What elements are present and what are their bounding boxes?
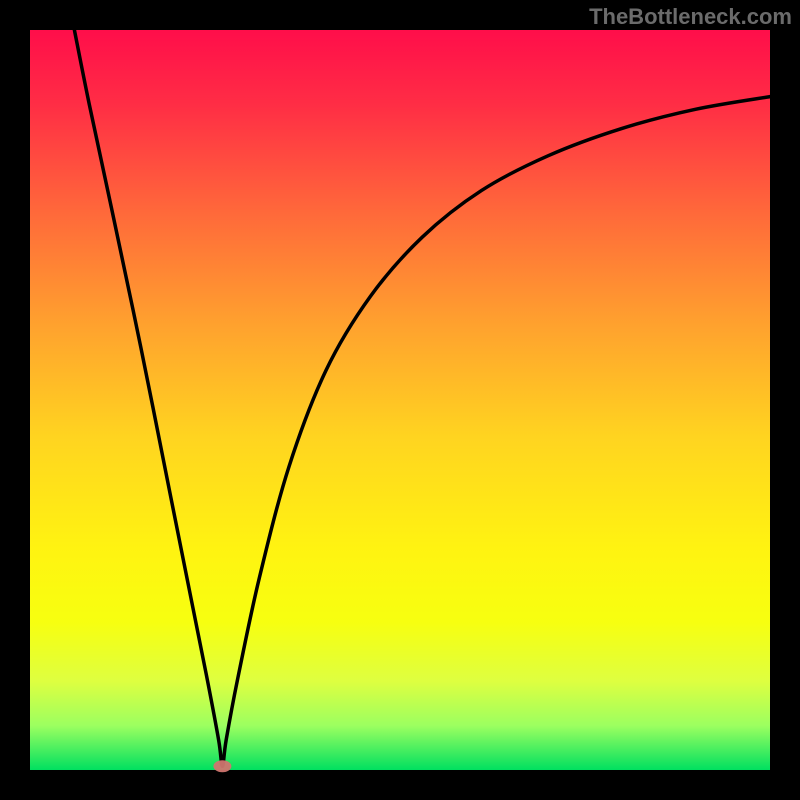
chart-canvas: TheBottleneck.com [0, 0, 800, 800]
chart-svg [0, 0, 800, 800]
min-marker [213, 760, 231, 772]
plot-area [30, 30, 770, 770]
watermark-text: TheBottleneck.com [589, 4, 792, 30]
